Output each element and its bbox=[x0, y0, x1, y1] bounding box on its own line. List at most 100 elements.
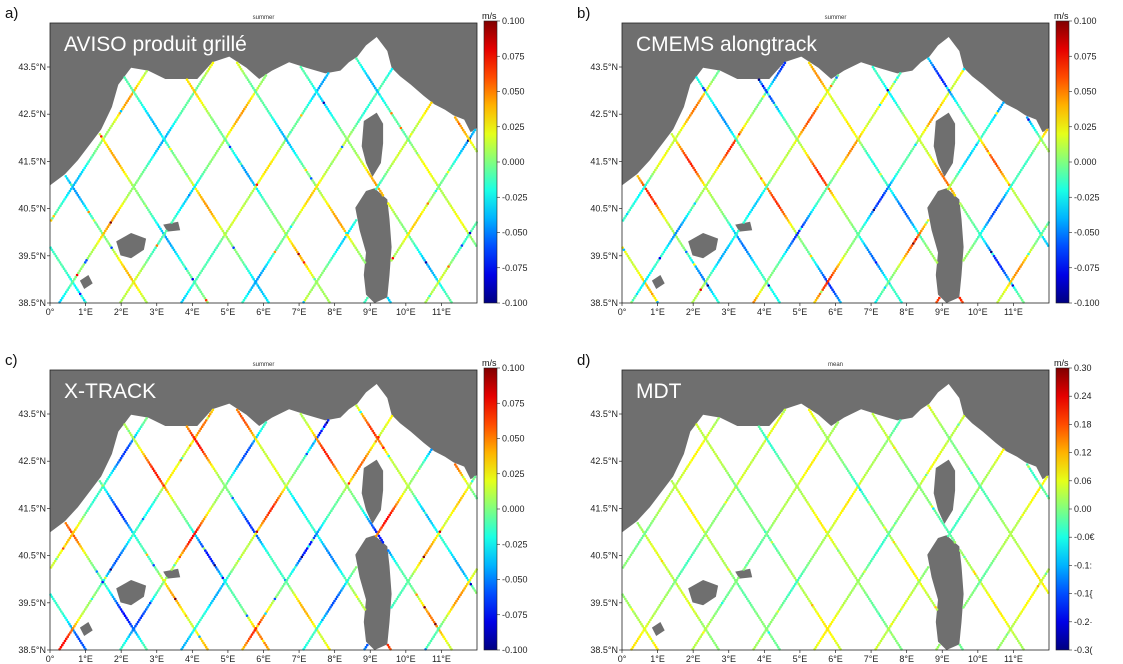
track-point bbox=[339, 147, 343, 151]
track-point bbox=[186, 269, 189, 273]
track-point bbox=[329, 259, 332, 262]
track-point bbox=[360, 160, 363, 163]
track-point bbox=[662, 156, 665, 159]
track-point bbox=[120, 298, 124, 302]
track-point bbox=[774, 170, 778, 174]
track-point bbox=[201, 198, 204, 201]
track-point bbox=[776, 263, 780, 266]
track-point bbox=[439, 277, 442, 281]
track-point bbox=[706, 93, 709, 96]
track-point bbox=[217, 223, 221, 226]
track-point bbox=[646, 286, 650, 289]
track-point bbox=[228, 130, 231, 134]
track-point bbox=[125, 175, 129, 178]
track-point bbox=[192, 282, 195, 285]
track-point bbox=[171, 246, 174, 249]
track-point bbox=[185, 78, 189, 81]
track-point bbox=[200, 175, 203, 178]
colorbar-tick-label: 0.075 bbox=[1074, 51, 1097, 61]
track-point bbox=[720, 210, 723, 214]
track-point bbox=[116, 210, 119, 214]
track-point bbox=[212, 156, 215, 159]
track-point bbox=[218, 145, 222, 149]
track-point bbox=[838, 204, 841, 207]
track-point bbox=[263, 200, 267, 203]
track-point bbox=[713, 294, 716, 298]
track-point bbox=[263, 170, 267, 174]
track-point bbox=[313, 93, 317, 96]
track-point bbox=[266, 166, 270, 170]
track-point bbox=[719, 208, 722, 212]
track-point bbox=[707, 95, 710, 98]
track-point bbox=[710, 80, 714, 84]
track-point bbox=[61, 265, 64, 268]
track-point bbox=[624, 250, 627, 254]
track-point bbox=[268, 259, 271, 262]
track-point bbox=[703, 88, 706, 92]
track-point bbox=[418, 250, 421, 254]
track-point bbox=[287, 229, 290, 233]
track-point bbox=[326, 298, 330, 302]
track-point bbox=[201, 267, 205, 271]
menorca-island bbox=[163, 221, 181, 232]
track-point bbox=[858, 235, 862, 239]
track-point bbox=[234, 154, 237, 157]
track-point bbox=[440, 275, 444, 279]
track-point bbox=[823, 95, 826, 98]
track-point bbox=[57, 206, 61, 210]
track-point bbox=[713, 76, 716, 79]
track-point bbox=[223, 233, 226, 237]
track-point bbox=[138, 80, 142, 84]
track-point bbox=[779, 67, 783, 71]
y-tick-label: 43.5°N bbox=[18, 409, 46, 419]
track-point bbox=[312, 181, 316, 184]
track-point bbox=[775, 265, 778, 268]
track-point bbox=[759, 177, 763, 180]
track-point bbox=[196, 189, 199, 193]
colorbar-tick-label: -0.025 bbox=[502, 192, 528, 202]
track-point bbox=[150, 118, 153, 121]
track-point bbox=[161, 135, 164, 138]
track-point bbox=[328, 206, 332, 210]
track-point bbox=[360, 65, 364, 69]
track-point bbox=[663, 217, 666, 220]
track-point bbox=[87, 254, 91, 258]
track-point bbox=[155, 244, 159, 247]
track-point bbox=[245, 76, 248, 79]
track-point bbox=[248, 271, 251, 275]
track-point bbox=[706, 277, 709, 281]
x-tick-label: 5°E bbox=[793, 307, 808, 317]
y-tick-label: 41.5°N bbox=[18, 156, 46, 166]
track-point bbox=[415, 219, 419, 222]
track-point bbox=[350, 240, 353, 243]
track-point bbox=[364, 298, 368, 302]
track-point bbox=[238, 160, 241, 163]
track-point bbox=[684, 217, 687, 220]
track-point bbox=[245, 103, 249, 107]
track-point bbox=[418, 214, 422, 218]
track-point bbox=[106, 225, 110, 228]
track-point bbox=[846, 122, 850, 126]
track-point bbox=[654, 298, 658, 302]
track-point bbox=[221, 229, 225, 233]
track-point bbox=[134, 284, 138, 287]
track-point bbox=[711, 269, 715, 273]
track-point bbox=[332, 158, 336, 161]
track-point bbox=[674, 139, 678, 142]
track-point bbox=[671, 229, 675, 233]
track-point bbox=[206, 70, 209, 73]
track-point bbox=[768, 181, 771, 184]
track-point bbox=[396, 248, 400, 252]
colorbar-tick-label: -0.075 bbox=[502, 263, 528, 273]
track-point bbox=[862, 128, 866, 132]
track-point bbox=[303, 298, 307, 302]
track-point bbox=[75, 273, 79, 277]
track-point bbox=[872, 114, 875, 117]
track-point bbox=[761, 286, 765, 289]
track-point bbox=[125, 101, 128, 105]
track-point bbox=[806, 217, 809, 220]
x-tick-label: 6°E bbox=[828, 307, 843, 317]
track-point bbox=[312, 275, 315, 279]
track-point bbox=[352, 244, 356, 247]
track-point bbox=[373, 95, 376, 98]
